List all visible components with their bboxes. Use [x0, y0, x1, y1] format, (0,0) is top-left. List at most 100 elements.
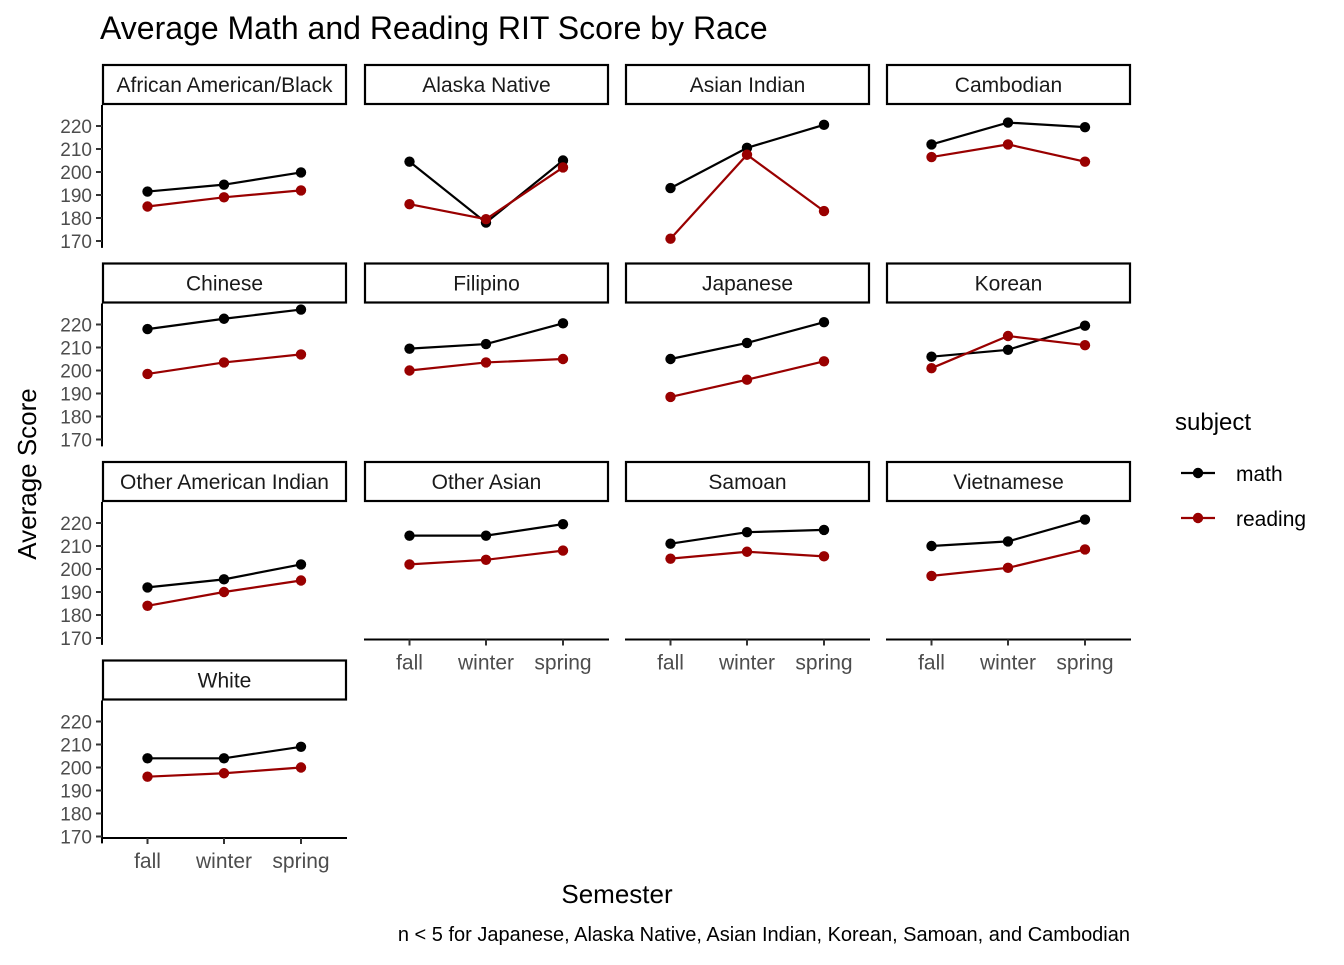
data-point-math	[818, 317, 830, 328]
y-tick-label: 220	[60, 713, 92, 734]
y-tick-label: 190	[60, 385, 92, 406]
data-point-reading	[480, 357, 492, 368]
data-point-reading	[1002, 562, 1014, 574]
facet-strip	[624, 63, 871, 106]
y-tick-label: 200	[60, 362, 92, 383]
legend-label: reading	[1236, 508, 1306, 531]
facet-strip	[624, 460, 871, 503]
data-point-math	[295, 304, 307, 315]
y-tick-label: 190	[60, 782, 92, 803]
facet-strip-label: Chinese	[186, 273, 263, 296]
y-tick-label: 190	[60, 583, 92, 604]
data-point-reading	[480, 554, 492, 565]
data-point-reading	[818, 551, 830, 562]
facet-strip	[363, 460, 610, 503]
data-point-math	[1002, 117, 1014, 128]
data-point-reading	[741, 374, 753, 385]
data-point-math	[818, 524, 830, 536]
data-point-reading	[557, 353, 569, 365]
data-point-math	[818, 119, 830, 131]
data-point-math	[1079, 121, 1091, 133]
facet-strip-label: Other Asian	[432, 471, 542, 494]
data-point-math	[218, 753, 230, 764]
data-point-math	[295, 167, 307, 178]
data-point-math	[665, 353, 676, 365]
data-point-reading	[741, 546, 753, 557]
data-point-math	[142, 186, 153, 197]
data-point-reading	[218, 768, 230, 779]
legend-key-point	[1192, 467, 1204, 479]
data-point-math	[741, 527, 753, 538]
y-tick-label: 220	[60, 316, 92, 337]
data-point-reading	[557, 545, 569, 556]
facet-strip	[363, 262, 610, 304]
data-point-math	[665, 538, 676, 549]
x-axis-title: Semester	[561, 879, 673, 909]
facet-panel: Alaska Native	[363, 63, 610, 228]
data-point-reading	[818, 205, 830, 217]
data-point-reading	[142, 368, 153, 380]
data-point-math	[295, 559, 307, 570]
facet-strip-label: Samoan	[708, 471, 786, 494]
data-point-reading	[1002, 330, 1014, 342]
data-point-reading	[142, 201, 153, 212]
x-tick-label: winter	[457, 652, 514, 675]
facet-strip-label: White	[198, 670, 252, 693]
y-tick-label: 180	[60, 805, 92, 826]
data-point-math	[142, 323, 153, 335]
series-line-math	[408, 159, 564, 225]
legend-title: subject	[1175, 409, 1251, 436]
facet-strip	[624, 262, 871, 304]
data-point-math	[926, 351, 937, 362]
chart-caption: n < 5 for Japanese, Alaska Native, Asian…	[398, 924, 1130, 946]
data-point-math	[1079, 320, 1091, 331]
facet-strip	[885, 63, 1132, 106]
data-point-reading	[1079, 544, 1091, 555]
data-point-math	[480, 530, 492, 541]
data-point-reading	[404, 365, 415, 376]
facet-strip	[101, 63, 348, 106]
data-point-math	[557, 318, 569, 329]
data-point-reading	[142, 600, 153, 611]
data-point-reading	[818, 356, 830, 367]
x-tick-label: fall	[657, 652, 684, 675]
facet-strip-label: Japanese	[702, 273, 793, 296]
data-point-math	[142, 582, 153, 593]
facet-strip-label: Korean	[975, 273, 1043, 296]
facet-strip-label: Filipino	[453, 273, 520, 296]
data-point-reading	[1002, 139, 1014, 150]
series-line-reading	[409, 166, 564, 221]
y-tick-label: 170	[60, 431, 92, 452]
x-tick-label: spring	[795, 652, 852, 675]
data-point-math	[926, 540, 937, 552]
data-point-math	[926, 139, 937, 150]
data-point-math	[295, 741, 307, 752]
x-tick-label: winter	[718, 652, 775, 675]
data-point-math	[218, 313, 230, 324]
y-tick-label: 170	[60, 828, 92, 849]
data-point-reading	[665, 233, 676, 244]
data-point-reading	[218, 586, 230, 598]
data-point-math	[741, 337, 753, 349]
data-point-reading	[480, 213, 492, 225]
x-tick-label: winter	[979, 652, 1036, 675]
chart-title: Average Math and Reading RIT Score by Ra…	[100, 10, 768, 46]
facet-panel: Japanese	[624, 262, 871, 403]
data-point-math	[404, 156, 415, 167]
data-point-reading	[926, 151, 937, 163]
data-point-reading	[142, 771, 153, 782]
data-point-reading	[557, 162, 569, 173]
data-point-reading	[926, 570, 937, 582]
data-point-math	[404, 530, 415, 541]
legend: subject math reading	[1175, 409, 1306, 531]
data-point-reading	[404, 199, 415, 210]
data-point-reading	[1079, 156, 1091, 167]
facet-panel: Cambodian	[885, 63, 1132, 167]
facet-panel: Other Asian fall winter spring	[363, 460, 610, 675]
facet-strip-label: African American/Black	[117, 74, 333, 97]
facet-strip	[885, 262, 1132, 304]
